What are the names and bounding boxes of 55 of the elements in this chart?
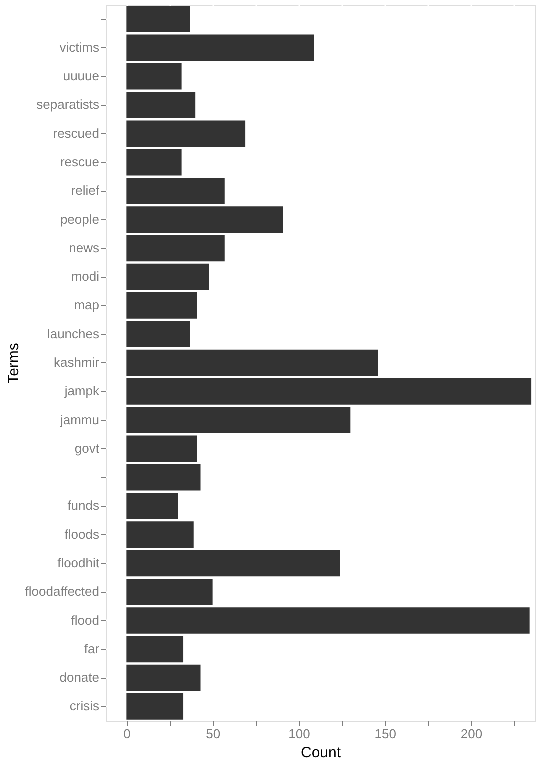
y-tick-label: uuuue <box>63 68 100 84</box>
y-tick-label: rescued <box>53 126 100 141</box>
bar <box>126 608 530 634</box>
bar <box>126 464 201 491</box>
bar <box>126 34 314 62</box>
y-tick-label: floodaffected <box>25 584 100 600</box>
bar <box>126 92 196 118</box>
bar <box>126 292 198 319</box>
y-tick-label: victims <box>60 40 100 55</box>
bar <box>126 378 532 405</box>
bar <box>126 321 190 348</box>
y-tick-label: donate <box>60 670 100 686</box>
bar <box>126 664 201 692</box>
x-axis-title: Count <box>300 744 342 762</box>
y-tick-label: crisis <box>70 698 100 714</box>
bar <box>126 120 246 148</box>
y-tick-label: flood <box>71 612 100 628</box>
y-tick-label: launches <box>47 326 100 342</box>
bar <box>126 264 210 290</box>
y-tick-label: modi <box>71 269 100 284</box>
x-tick-label: 200 <box>460 726 483 742</box>
bar <box>126 206 284 233</box>
y-tick-label: kashmir <box>54 355 100 370</box>
y-tick-label: people <box>60 212 100 227</box>
bar <box>126 6 190 32</box>
bar <box>126 493 178 520</box>
bar <box>126 578 213 606</box>
x-tick-label: 50 <box>206 726 221 742</box>
x-tick-label: 150 <box>374 726 396 742</box>
y-tick-label: floods <box>64 526 100 542</box>
bar <box>126 522 194 548</box>
bar <box>126 178 225 204</box>
y-tick-label: relief <box>71 183 100 198</box>
y-tick-label: jampk <box>64 384 100 399</box>
bar <box>126 235 225 262</box>
y-tick-label: map <box>74 298 100 313</box>
bar <box>126 694 184 720</box>
y-tick-label: govt <box>74 440 100 456</box>
bar <box>126 149 182 176</box>
y-tick-label: funds <box>68 498 100 514</box>
y-tick-label: jammu <box>59 412 100 428</box>
y-tick-label: separatists <box>36 97 100 112</box>
bar <box>126 407 351 434</box>
y-axis-title: Terms <box>5 343 22 384</box>
bar <box>126 436 198 462</box>
bar <box>126 636 184 663</box>
y-tick-label: rescue <box>60 154 100 170</box>
bar <box>126 550 340 577</box>
y-tick-label: floodhit <box>58 555 100 570</box>
bar <box>126 350 378 376</box>
y-tick-label: far <box>84 641 100 656</box>
x-tick-label: 0 <box>124 726 131 742</box>
bar <box>126 63 182 90</box>
x-tick-label: 100 <box>288 726 310 742</box>
y-tick-label: news <box>69 240 100 256</box>
